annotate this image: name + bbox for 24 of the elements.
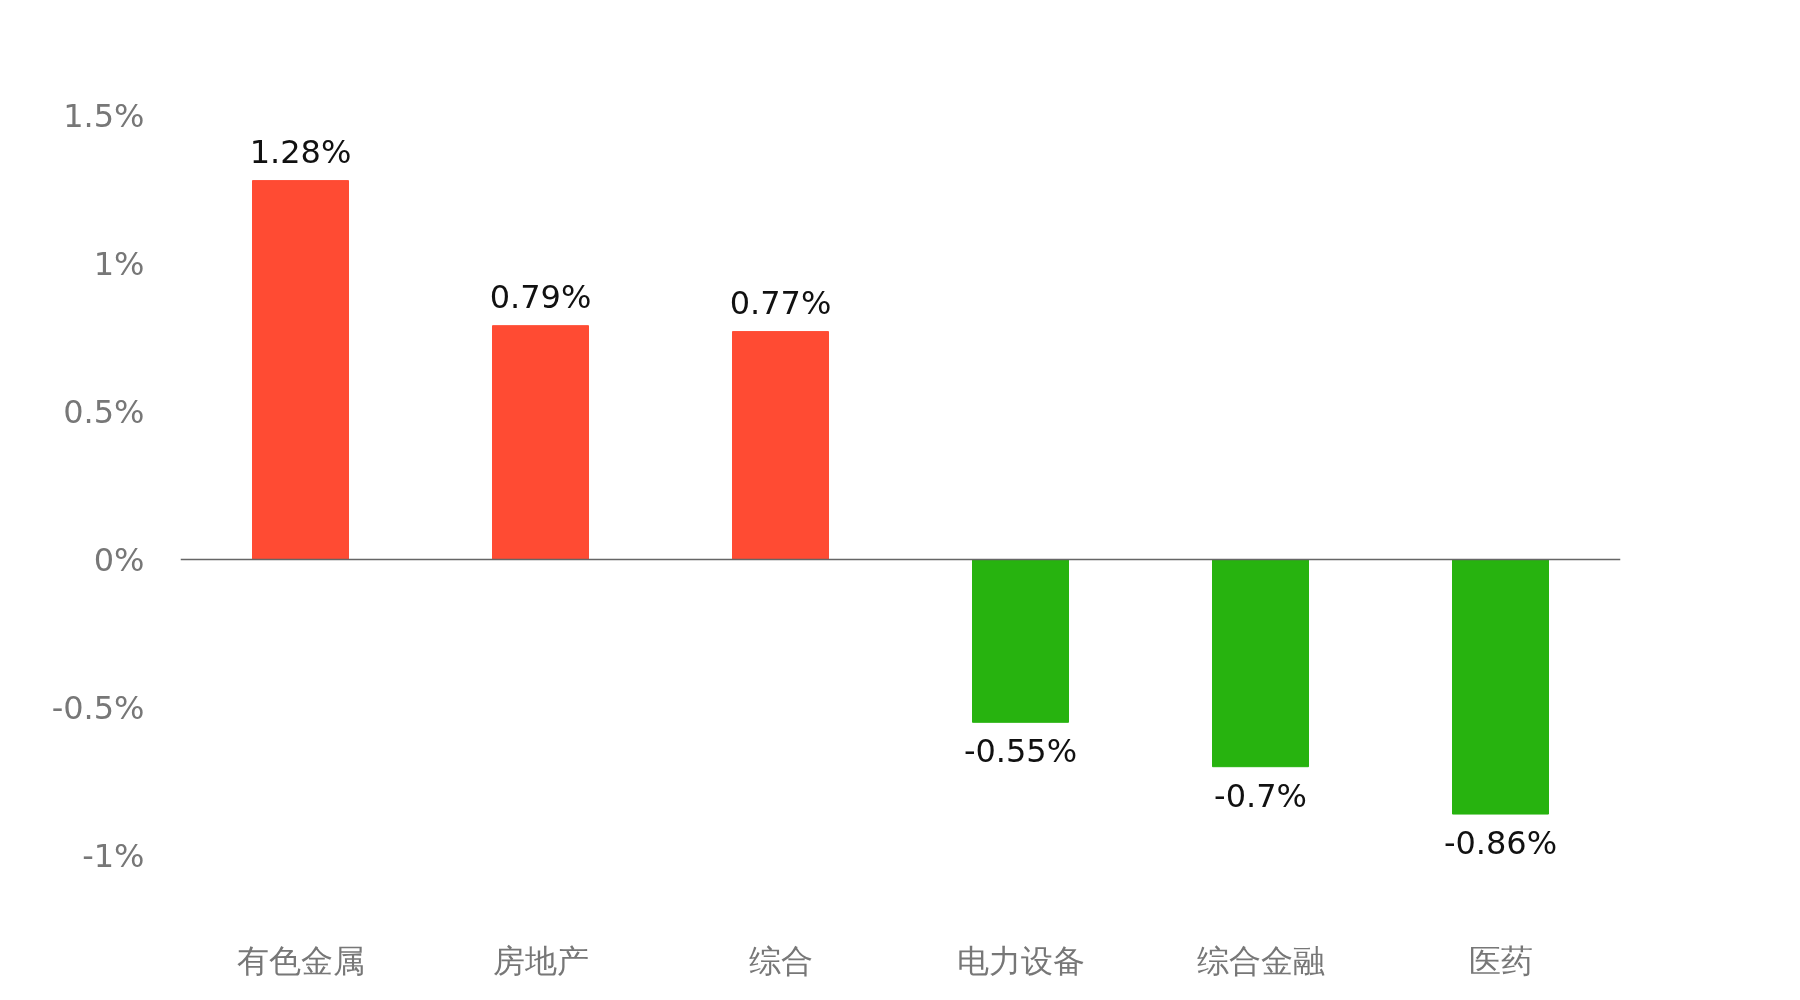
x-tick-label: 综合 (748, 941, 813, 980)
bar (252, 180, 349, 560)
x-tick-label: 综合金融 (1196, 941, 1325, 980)
bar (1452, 559, 1549, 815)
y-tick-label: 1.5% (63, 96, 145, 135)
data-label: -0.7% (1214, 776, 1307, 815)
y-tick-label: -1% (82, 836, 145, 875)
x-tick-label: 医药 (1468, 941, 1533, 980)
y-tick-label: 0.5% (63, 392, 145, 431)
bar (972, 559, 1069, 723)
x-tick-label: 房地产 (492, 941, 589, 980)
x-tick-label: 电力设备 (956, 941, 1085, 980)
data-label: 1.28% (249, 132, 352, 171)
bar (732, 331, 829, 560)
data-label: -0.55% (963, 732, 1078, 771)
bar (1212, 559, 1309, 768)
bar (492, 325, 589, 560)
y-tick-label: -0.5% (51, 688, 145, 727)
data-label: 0.77% (729, 283, 832, 322)
y-tick-label: 0% (93, 540, 145, 579)
y-tick-label: 1% (93, 244, 145, 283)
data-label: -0.86% (1443, 824, 1558, 863)
x-tick-label: 有色金属 (236, 941, 365, 980)
data-label: 0.79% (489, 277, 592, 316)
